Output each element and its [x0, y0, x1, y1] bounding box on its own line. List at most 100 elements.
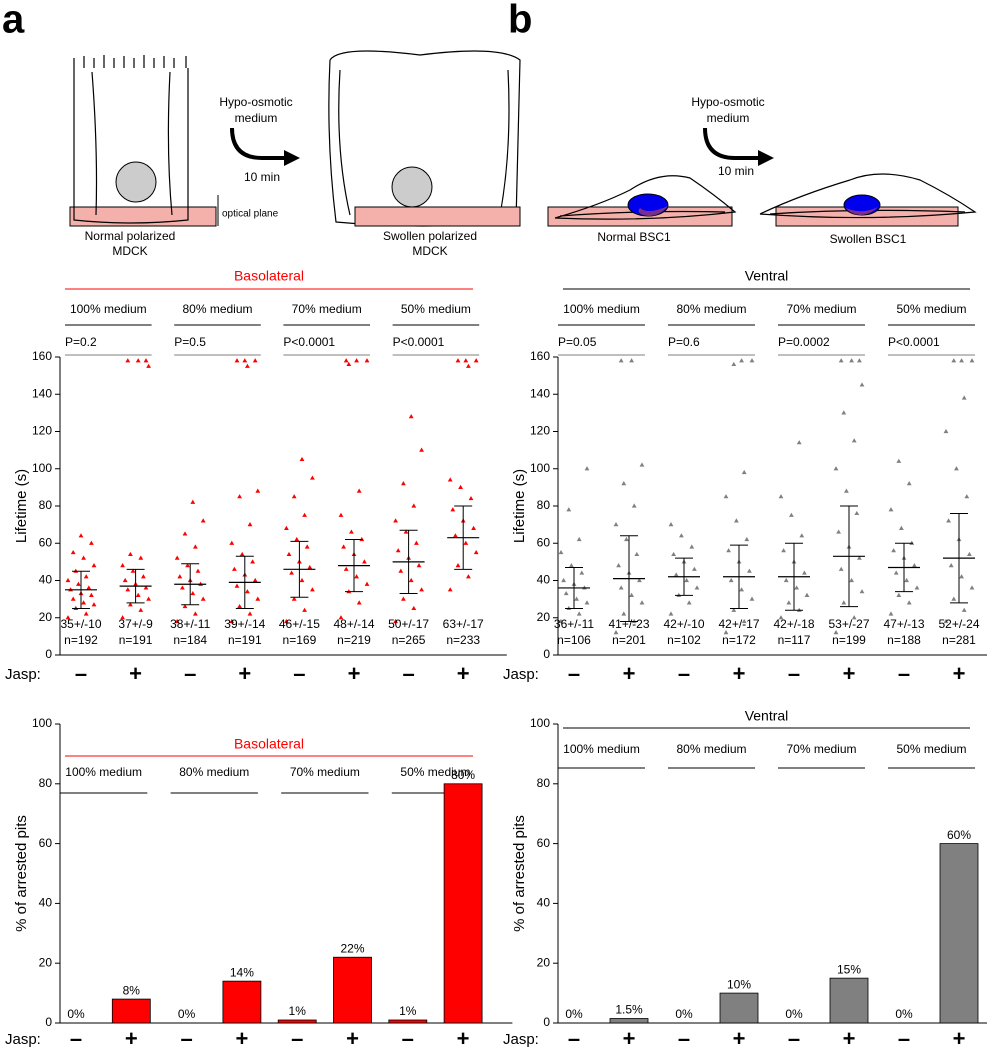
point [284, 618, 289, 624]
point [146, 363, 151, 368]
point [81, 555, 86, 560]
point [138, 555, 144, 560]
x-tick-label: + [953, 661, 966, 686]
point [362, 559, 367, 564]
cell-label: MDCK [412, 244, 447, 258]
point [393, 518, 398, 523]
error-bar [840, 505, 858, 608]
value-label: 50+/-17 [388, 617, 429, 631]
cell-label: Swollen polarized [383, 229, 477, 243]
error-bar [126, 568, 145, 604]
arrow-head [284, 150, 300, 166]
condition-label: 70% medium [786, 302, 856, 316]
bar [719, 992, 759, 1024]
section-title: Basolateral [234, 736, 304, 752]
y-tick-label: 20 [39, 955, 53, 969]
point [783, 577, 789, 583]
point [629, 358, 634, 363]
value-label: 48+/-14 [333, 617, 374, 631]
point [192, 611, 198, 616]
point [65, 577, 71, 583]
value-label: 0% [785, 1007, 803, 1021]
point [338, 615, 344, 620]
x-tick-label: – [678, 661, 690, 686]
error-bar [72, 570, 90, 609]
y-tick-label: 60 [537, 836, 551, 850]
y-tick-label: 100 [530, 716, 550, 730]
x-tick-label: + [953, 1026, 966, 1050]
point [576, 536, 582, 542]
point [851, 438, 857, 443]
point [634, 551, 640, 557]
y-tick-label: 100 [32, 461, 52, 475]
p-value: P=0.5 [174, 335, 206, 349]
y-tick-label: 100 [530, 461, 550, 475]
x-tick-label: – [788, 1026, 800, 1050]
x-tick-label: – [291, 1026, 303, 1050]
cell-label: Swollen BSC1 [830, 232, 907, 246]
nucleus-part [846, 207, 878, 215]
point [146, 596, 151, 601]
y-tick-label: 0 [45, 647, 52, 661]
point [959, 358, 964, 363]
n-label: n=106 [557, 633, 591, 647]
point [89, 592, 94, 597]
point [450, 507, 456, 512]
point [584, 600, 590, 605]
section-title: Ventral [745, 268, 789, 284]
x-axis-label: Jasp: [503, 666, 539, 683]
value-label: 0% [178, 1007, 196, 1021]
point [237, 603, 242, 609]
p-value: P<0.0001 [393, 335, 445, 349]
point [125, 587, 131, 592]
point [395, 548, 401, 553]
y-axis-label: % of arrested pits [511, 815, 528, 932]
point [558, 618, 564, 624]
point [192, 544, 198, 549]
point [914, 585, 920, 590]
error-bar [454, 505, 473, 570]
p-value: P=0.6 [668, 335, 700, 349]
point [143, 585, 149, 590]
y-axis-label: Lifetime (s) [13, 469, 30, 543]
x-tick-label: – [293, 661, 305, 686]
point [354, 358, 359, 363]
arrow [230, 127, 285, 160]
point [455, 358, 461, 363]
point [744, 536, 750, 542]
point [468, 495, 474, 501]
point [893, 570, 899, 575]
point [419, 587, 424, 592]
y-tick-label: 80 [537, 498, 551, 512]
x-tick-label: + [235, 1026, 248, 1050]
y-tick-label: 120 [530, 424, 550, 438]
x-tick-label: + [733, 1026, 746, 1050]
point [411, 605, 417, 611]
x-tick-label: + [733, 661, 746, 686]
point [739, 358, 744, 363]
point [912, 563, 917, 568]
point [576, 611, 582, 616]
point [618, 585, 624, 590]
point [177, 574, 183, 579]
value-label: 36+/-11 [554, 617, 594, 631]
point [804, 592, 810, 597]
n-label: n=219 [337, 633, 371, 647]
point [120, 563, 125, 568]
point [961, 607, 967, 612]
x-tick-label: – [788, 661, 800, 686]
point [310, 475, 315, 480]
p-value: P=0.05 [558, 335, 597, 349]
value-label: 41+/-23 [608, 617, 649, 631]
point [122, 577, 128, 583]
arrow [703, 127, 760, 160]
point [302, 512, 307, 517]
point [463, 540, 469, 545]
point [613, 522, 619, 527]
n-label: n=169 [283, 633, 317, 647]
error-bar [895, 542, 913, 593]
point [668, 611, 674, 616]
n-label: n=188 [887, 633, 921, 647]
n-label: n=172 [722, 633, 756, 647]
